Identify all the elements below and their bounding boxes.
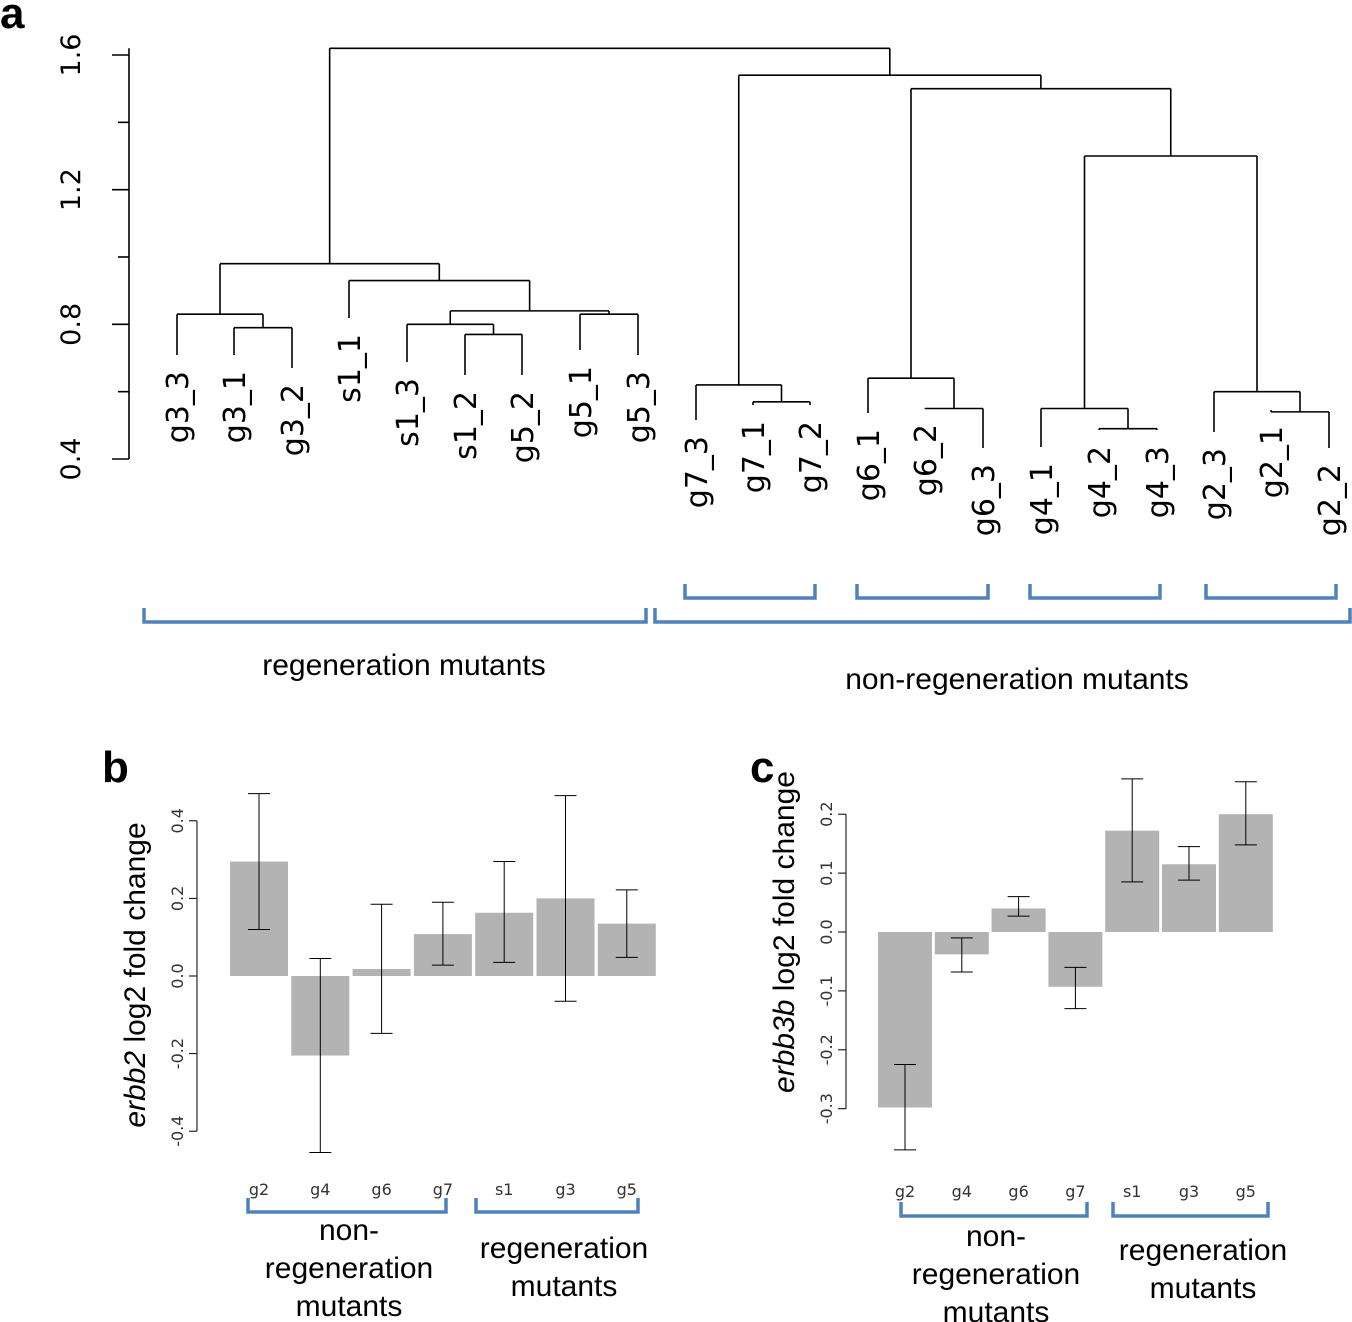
bar-g6 [991, 908, 1046, 932]
y-tick-label: 1.6 [56, 34, 87, 77]
y-tick-label: 0.8 [56, 303, 87, 346]
leaf-label-g6_3: g6_3 [967, 464, 1002, 536]
panel-label-a: a [0, 0, 25, 38]
leaf-label-g5_1: g5_1 [564, 366, 599, 438]
leaf-label-g7_1: g7_1 [737, 421, 772, 493]
y-axis-label-rest: log2 fold change [119, 822, 152, 1051]
leaf-label-g4_1: g4_1 [1025, 463, 1060, 535]
leaf-label-g4_3: g4_3 [1141, 446, 1176, 518]
brace-g7 [683, 584, 817, 600]
y-tick-label: -0.2 [817, 1034, 836, 1065]
category-label-g4: g4 [952, 1182, 972, 1201]
y-tick-label: 0.0 [817, 919, 836, 944]
category-label-s1: s1 [495, 1180, 514, 1199]
category-label-g2: g2 [895, 1182, 915, 1201]
category-label-g5: g5 [617, 1180, 637, 1199]
leaf-label-g5_2: g5_2 [506, 391, 541, 463]
panel-label-c: c [750, 743, 774, 792]
brace-regeneration [142, 608, 648, 624]
y-tick-label: 1.2 [56, 168, 87, 211]
leaf-label-g5_3: g5_3 [622, 371, 657, 443]
dendrogram-tree [176, 47, 1330, 448]
group-label-non-regeneration: non-regeneration mutants [912, 1220, 1080, 1322]
group-label-line: non- [319, 1214, 379, 1247]
category-label-s1: s1 [1123, 1182, 1142, 1201]
leaf-label-g3_3: g3_3 [161, 371, 196, 443]
panel-label-b: b [102, 743, 129, 792]
leaf-label-g6_2: g6_2 [909, 424, 944, 496]
y-tick-label: 0.4 [56, 438, 87, 481]
y-axis-label: erbb2 log2 fold change [119, 822, 152, 1127]
erbb3b-bar-chart: -0.3 -0.2 -0.1 0.0 0.1 0.2 erbb3b log2 fold ch… [768, 771, 1287, 1322]
category-label-g6: g6 [1008, 1182, 1028, 1201]
leaf-label-g4_2: g4_2 [1083, 446, 1118, 518]
y-axis-label: erbb3b log2 fold change [768, 771, 801, 1093]
leaf-label-g7_2: g7_2 [794, 421, 829, 493]
group-label-non-regeneration: non-regeneration mutants [265, 1214, 433, 1322]
brace-non-regeneration [899, 1202, 1089, 1218]
y-axis-label-gene: erbb2 [119, 1051, 152, 1128]
y-tick-label: 0.4 [168, 808, 187, 833]
y-axis-label-gene: erbb3b [768, 1000, 801, 1093]
leaf-label-g7_3: g7_3 [680, 436, 715, 508]
group-label-regeneration: regeneration mutants [480, 1232, 648, 1303]
y-tick-label: -0.2 [168, 1038, 187, 1069]
brace-g2 [1204, 584, 1338, 600]
leaf-label-s1_1: s1_1 [333, 334, 368, 403]
brace-g6 [855, 584, 990, 600]
y-tick-label: -0.4 [168, 1116, 187, 1147]
brace-regeneration [474, 1198, 640, 1214]
group-label-non-regeneration: non-regeneration mutants [845, 663, 1189, 696]
dendrogram-panel: 0.4 0.8 1.2 1.6 g3_3 g3_1 g3_2 s1_1 s1_3 s1_2 g5_2… [56, 34, 1352, 696]
leaf-label-g6_1: g6_1 [852, 429, 887, 501]
category-label-g7: g7 [433, 1180, 453, 1199]
group-label-line: mutants [943, 1296, 1050, 1322]
leaf-label-g2_3: g2_3 [1198, 448, 1233, 520]
leaf-label-g2_2: g2_2 [1313, 464, 1348, 536]
category-label-g3: g3 [1179, 1182, 1199, 1201]
category-label-g2: g2 [249, 1180, 269, 1199]
brace-regeneration [1111, 1202, 1270, 1218]
group-label-line: regeneration [1119, 1234, 1287, 1267]
group-label-line: non- [966, 1220, 1026, 1253]
y-tick-label: -0.1 [817, 975, 836, 1006]
leaf-label-s1_3: s1_3 [391, 378, 426, 447]
group-label-regeneration: regeneration mutants [1119, 1234, 1287, 1305]
group-label-line: regeneration [912, 1258, 1080, 1291]
category-label-g6: g6 [371, 1180, 391, 1199]
category-label-g5: g5 [1236, 1182, 1256, 1201]
leaf-label-g3_1: g3_1 [218, 371, 253, 443]
erbb2-bar-chart: -0.4 -0.2 0.0 0.2 0.4 erbb2 log2 fold change g… [119, 793, 656, 1322]
group-label-regeneration: regeneration mutants [262, 649, 546, 682]
category-label-g4: g4 [310, 1180, 330, 1199]
group-label-line: mutants [1150, 1272, 1257, 1305]
category-label-g7: g7 [1065, 1182, 1085, 1201]
y-tick-label: 0.0 [168, 963, 187, 988]
y-tick-label: 0.2 [168, 886, 187, 911]
y-tick-label: -0.3 [817, 1093, 836, 1124]
leaf-label-g3_2: g3_2 [276, 384, 311, 456]
y-tick-label: 0.2 [817, 801, 836, 826]
group-label-line: regeneration [480, 1232, 648, 1265]
y-tick-label: 0.1 [817, 860, 836, 885]
leaf-label-s1_2: s1_2 [449, 391, 484, 460]
leaf-label-g2_1: g2_1 [1255, 426, 1290, 498]
y-axis-label-rest: log2 fold change [768, 771, 801, 1000]
brace-g4 [1028, 584, 1162, 600]
group-label-line: mutants [296, 1290, 403, 1322]
group-label-line: mutants [511, 1270, 618, 1303]
brace-non-regeneration [246, 1198, 448, 1214]
brace-non-regeneration [653, 608, 1352, 624]
category-label-g3: g3 [555, 1180, 575, 1199]
group-label-line: regeneration [265, 1252, 433, 1285]
